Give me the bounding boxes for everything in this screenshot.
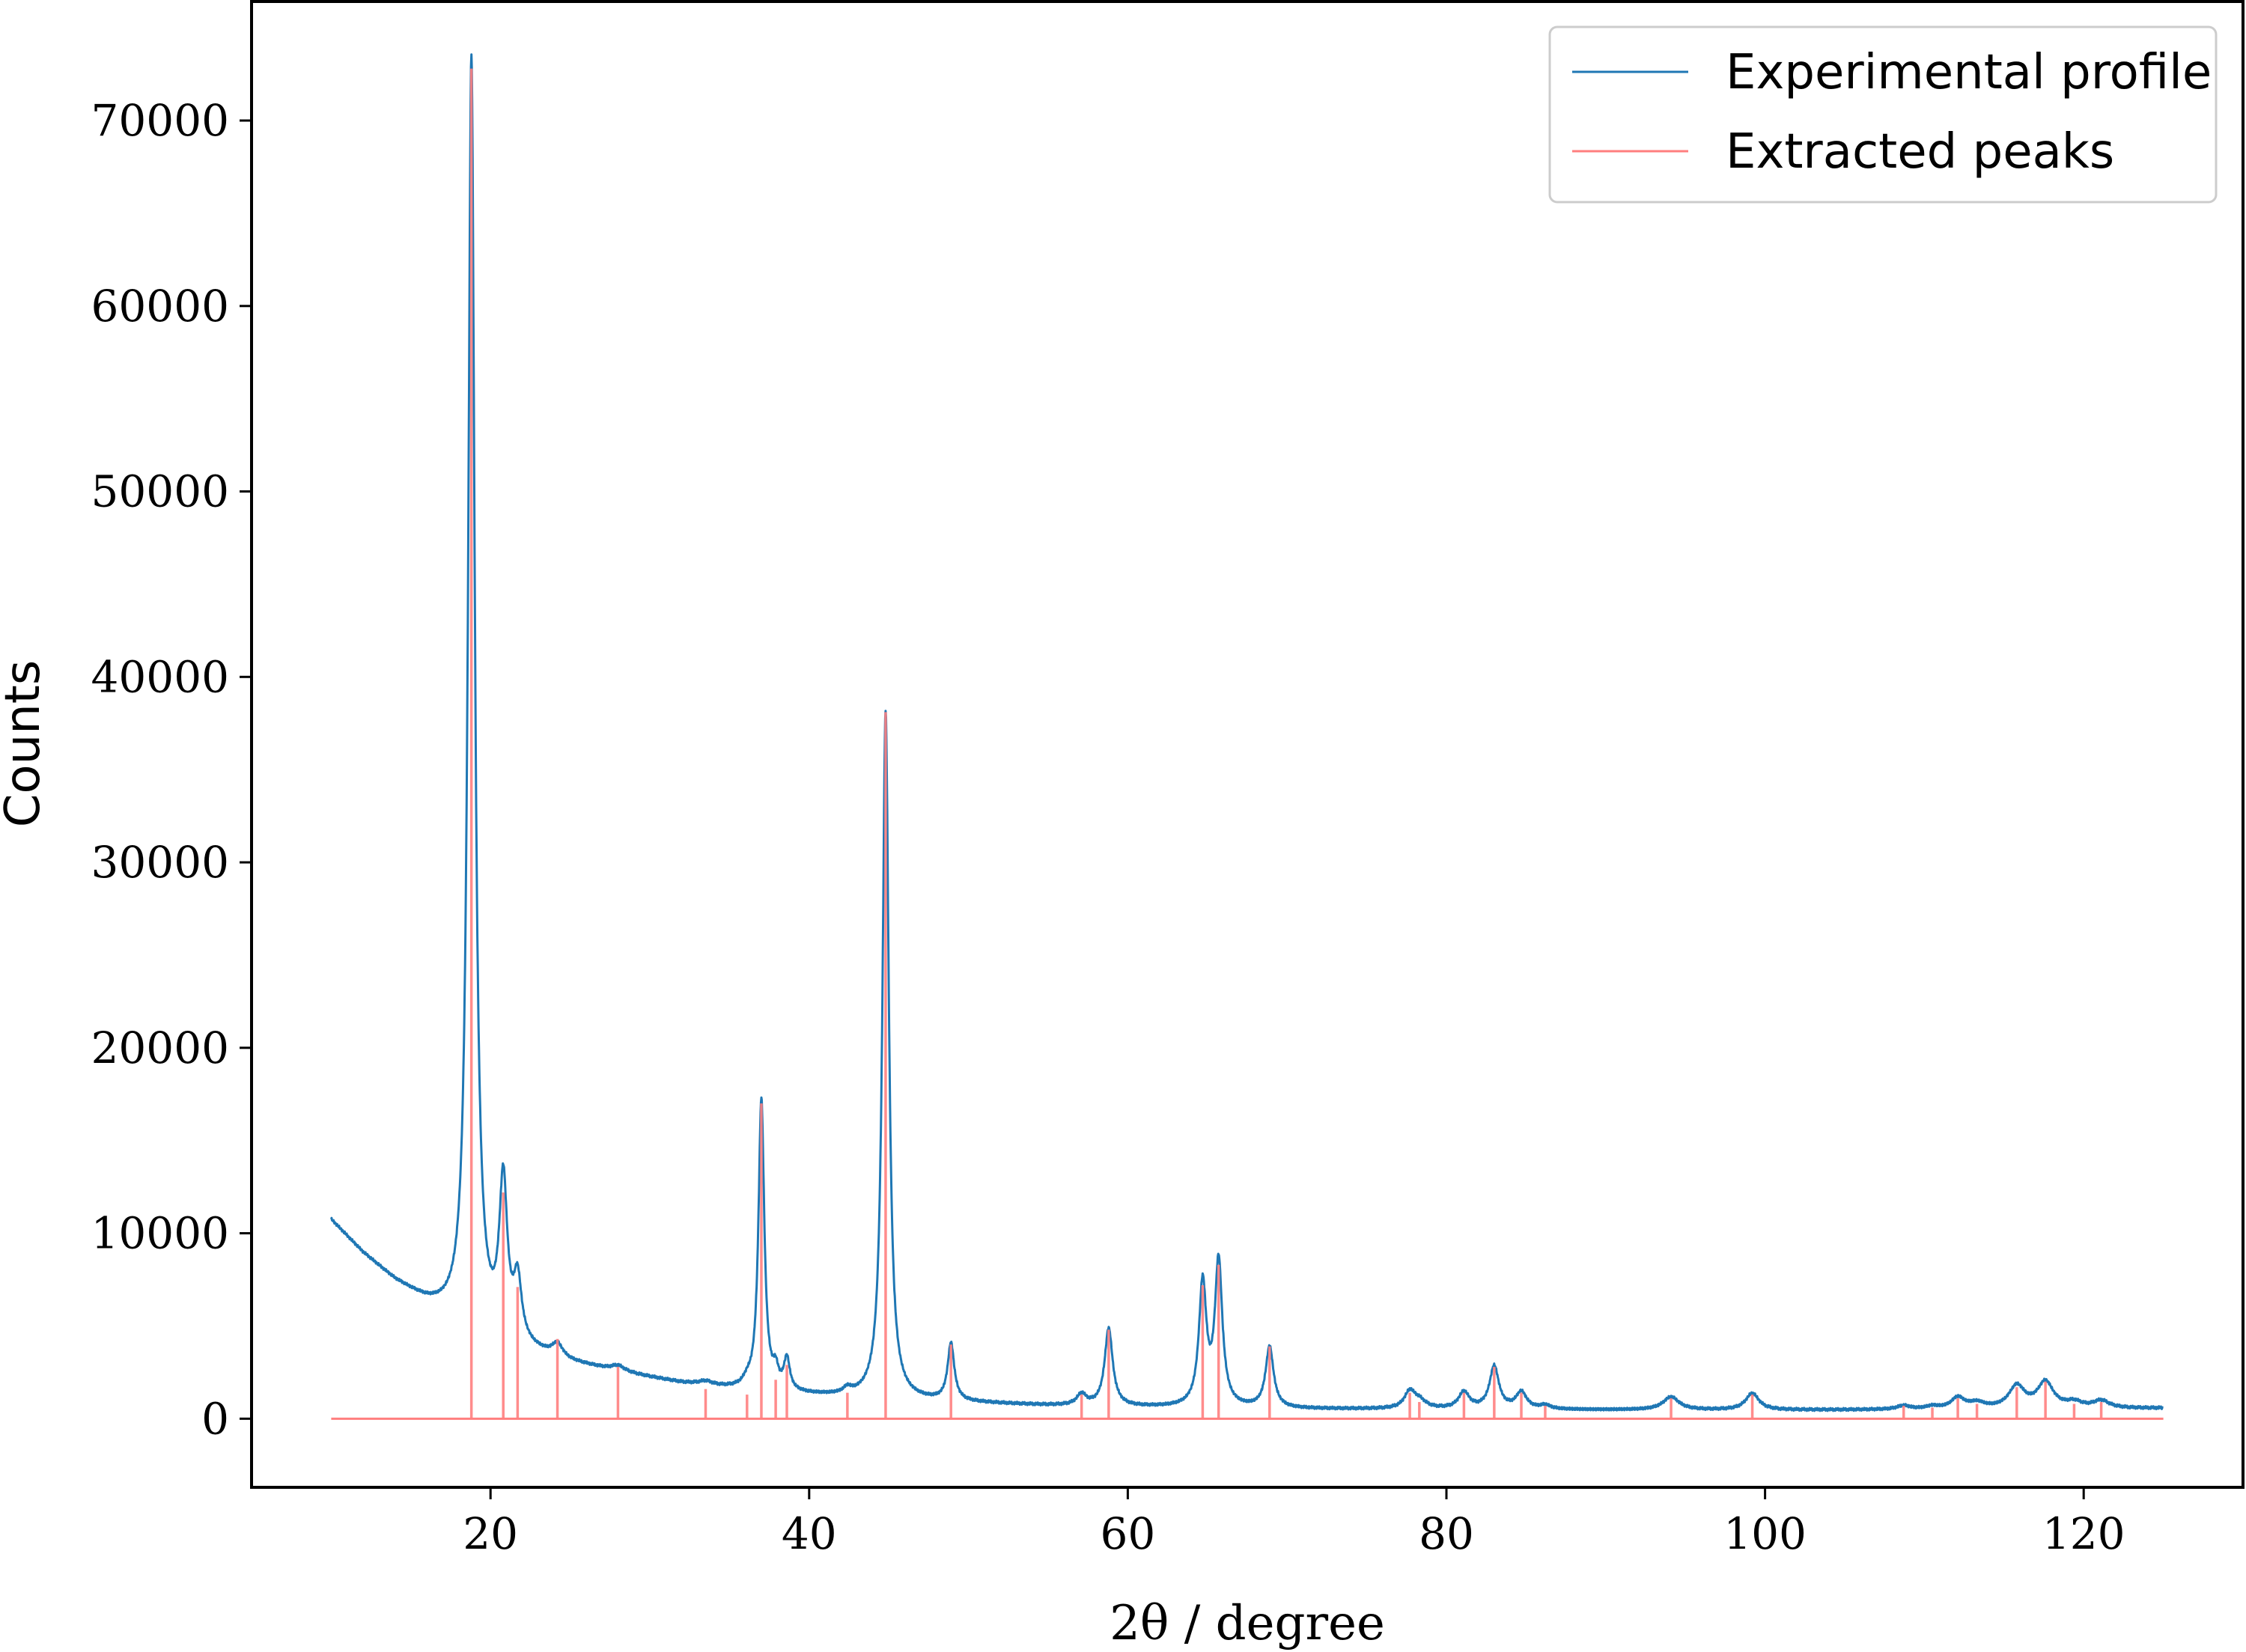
- y-tick-label: 0: [201, 1393, 229, 1444]
- x-tick-label: 120: [2042, 1508, 2125, 1559]
- y-tick-label: 20000: [91, 1022, 229, 1073]
- x-tick-label: 40: [782, 1508, 837, 1559]
- legend-box: [1548, 25, 2218, 204]
- plot-frame: [250, 0, 2245, 1489]
- legend: Experimental profile Extracted peaks: [1548, 25, 2218, 204]
- y-tick-label: 40000: [91, 651, 229, 702]
- x-tick-label: 100: [1723, 1508, 1807, 1559]
- legend-label-extracted: Extracted peaks: [1726, 124, 2114, 180]
- y-tick-label: 70000: [91, 95, 229, 146]
- x-axis-ticks: 20 40 60 80 100 120: [463, 1487, 2125, 1559]
- x-tick-label: 60: [1100, 1508, 1155, 1559]
- y-axis-ticks: 0 10000 20000 30000 40000 50000 60000 70000: [91, 95, 252, 1444]
- experimental-profile-line: [329, 53, 2164, 1412]
- y-tick-label: 60000: [91, 281, 229, 332]
- y-tick-label: 10000: [91, 1208, 229, 1259]
- x-tick-label: 20: [463, 1508, 518, 1559]
- plot-series: [329, 53, 2164, 1420]
- legend-label-experimental: Experimental profile: [1726, 45, 2212, 100]
- y-tick-label: 50000: [91, 466, 229, 517]
- extracted-peaks-sticks: [331, 68, 2164, 1420]
- x-axis-title: 2θ / degree: [1110, 1596, 1385, 1651]
- y-axis-title: Counts: [0, 660, 51, 827]
- x-tick-label: 80: [1419, 1508, 1474, 1559]
- y-tick-label: 30000: [91, 837, 229, 888]
